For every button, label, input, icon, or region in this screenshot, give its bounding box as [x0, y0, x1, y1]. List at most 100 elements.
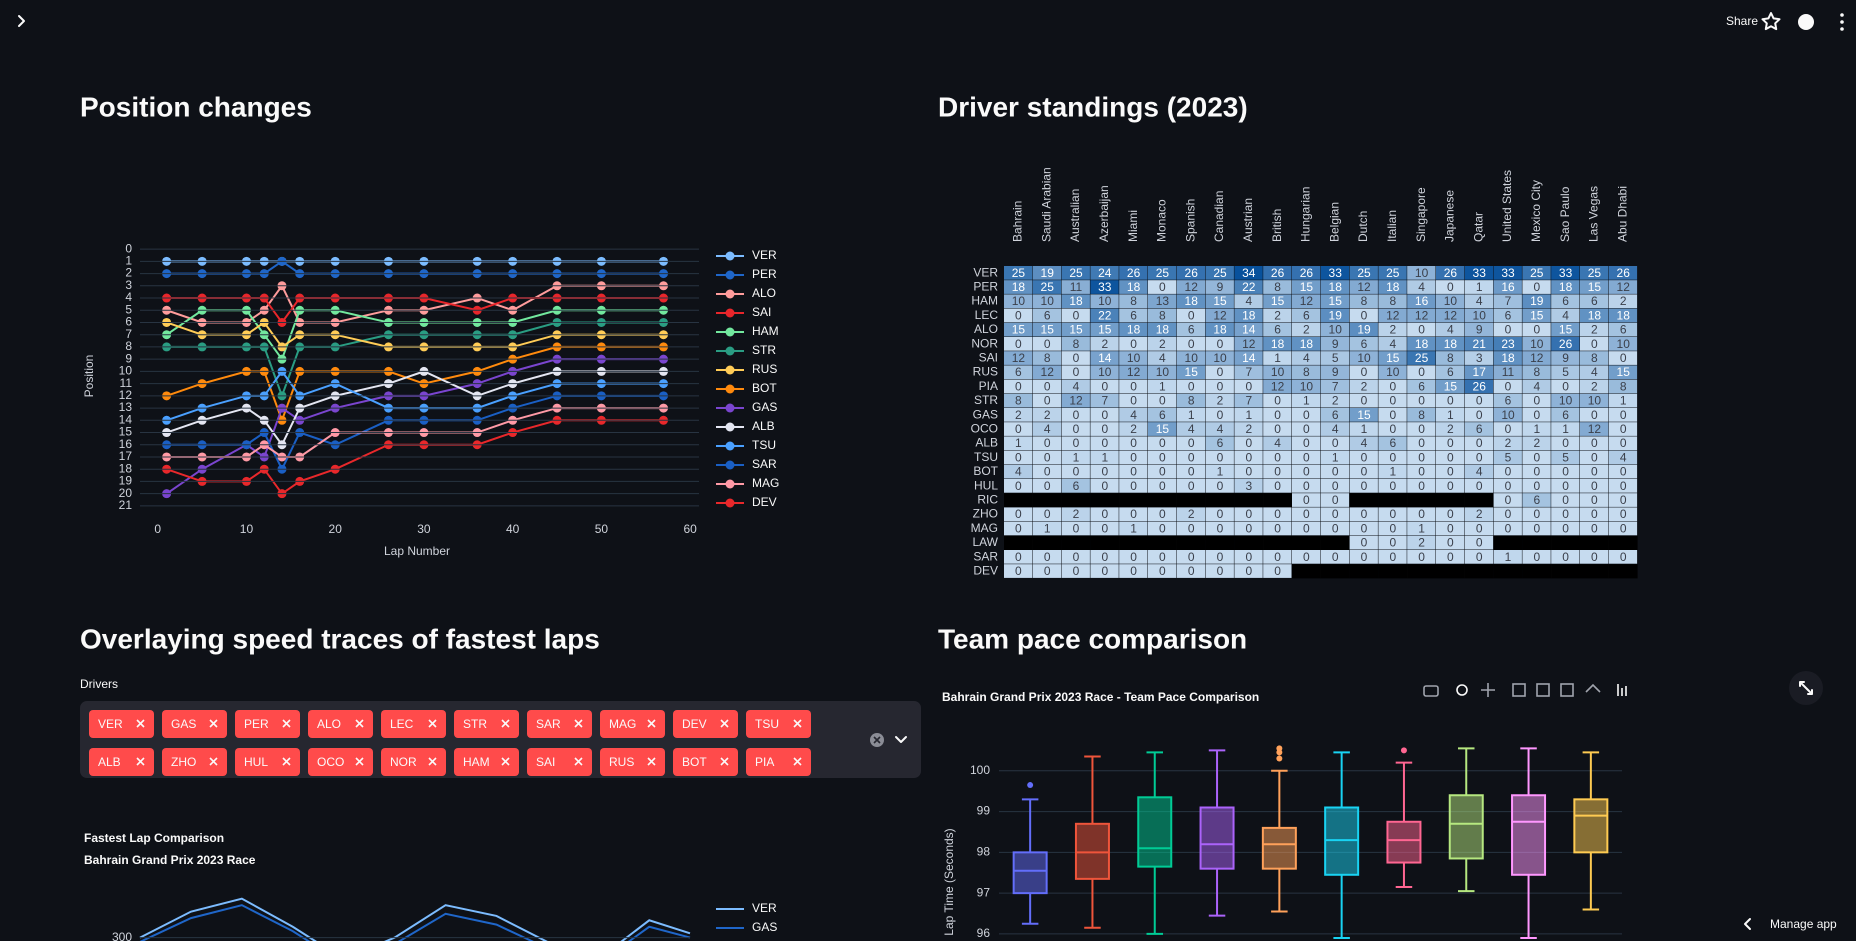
sidebar-toggle[interactable]	[18, 15, 25, 27]
zoom-out-button[interactable]	[1536, 683, 1550, 697]
chip[interactable]: RUS	[600, 748, 665, 776]
legend-marker	[725, 441, 735, 451]
github-icon[interactable]	[1798, 14, 1814, 30]
cell-label: 0	[1389, 422, 1396, 436]
cell-label: 0	[1015, 479, 1022, 493]
cell	[1263, 351, 1292, 365]
chip[interactable]: PIA	[746, 748, 811, 776]
cell-label: 6	[1620, 323, 1627, 337]
cell	[1580, 393, 1609, 408]
empty-cell	[1320, 564, 1350, 579]
cell-label: 10	[1386, 365, 1400, 379]
camera-button[interactable]	[1423, 685, 1439, 697]
cell-label: 2	[1591, 323, 1598, 337]
cell	[1464, 422, 1494, 436]
chip[interactable]: ALB	[89, 748, 154, 776]
cell-label: 14	[1242, 323, 1256, 337]
cell-label: 0	[1015, 379, 1022, 393]
cell	[1320, 479, 1350, 493]
cell-label: 0	[1130, 379, 1137, 393]
cell-label: 0	[1044, 479, 1051, 493]
cell	[1292, 550, 1321, 564]
zoom-in-button[interactable]	[1512, 683, 1526, 697]
manage-app-button[interactable]: Manage app	[1770, 917, 1837, 931]
chip[interactable]: OCO	[308, 748, 373, 776]
cell-label: 6	[1303, 308, 1310, 322]
pan-button[interactable]	[1481, 683, 1495, 697]
cell-label: 12	[1185, 280, 1199, 294]
reset-button[interactable]	[1585, 683, 1601, 693]
chip[interactable]: GAS	[162, 710, 227, 738]
empty-cell	[1608, 535, 1638, 550]
cell-label: 25	[1357, 266, 1371, 280]
chip[interactable]: ZHO	[162, 748, 227, 776]
cell-label: 0	[1332, 550, 1339, 564]
box	[1137, 796, 1173, 868]
plotly-logo[interactable]	[1617, 684, 1627, 696]
chip[interactable]: HAM	[454, 748, 519, 776]
cell-label: 7	[1245, 365, 1252, 379]
cell	[1407, 507, 1436, 522]
chip[interactable]: SAI	[527, 748, 592, 776]
cell-label: 0	[1188, 550, 1195, 564]
dropdown-arrow[interactable]	[895, 736, 907, 743]
cell-label: 0	[1303, 408, 1310, 422]
menu-icon[interactable]	[1840, 13, 1844, 31]
empty-cell	[1349, 493, 1379, 508]
chip[interactable]: LEC	[381, 710, 446, 738]
cell-label: 0	[1274, 422, 1281, 436]
cell	[1263, 436, 1292, 451]
cell	[1205, 550, 1234, 564]
cell-label: 6	[1562, 408, 1569, 422]
cell	[1522, 408, 1551, 422]
cell	[1436, 351, 1465, 365]
chip[interactable]: DEV	[673, 710, 738, 738]
cell	[1522, 464, 1551, 479]
manage-arrow[interactable]	[1744, 918, 1751, 930]
chip[interactable]: NOR	[381, 748, 446, 776]
cell	[1090, 308, 1119, 323]
chip[interactable]: ALO	[308, 710, 373, 738]
cell	[1464, 337, 1494, 351]
cell	[1551, 266, 1580, 280]
legend-label: SAR	[752, 457, 777, 471]
cell	[1148, 294, 1177, 309]
cell	[1551, 351, 1580, 365]
cell	[1119, 422, 1148, 436]
cell-label: 0	[1130, 450, 1137, 464]
cell-label: 1	[1389, 465, 1396, 479]
cell-label: 0	[1303, 521, 1310, 535]
cell	[1320, 337, 1350, 351]
chip[interactable]: HUL	[235, 748, 300, 776]
zoom-button[interactable]	[1456, 684, 1468, 696]
empty-cell	[1580, 535, 1609, 550]
cell	[1436, 436, 1465, 451]
chip[interactable]: MAG	[600, 710, 665, 738]
chip[interactable]: VER	[89, 710, 154, 738]
cell	[1090, 550, 1119, 564]
y-axis-label: Lap Time (Seconds)	[942, 828, 956, 935]
row-label: TSU	[974, 450, 998, 464]
cell-label: 3	[1476, 351, 1483, 365]
cell	[1176, 280, 1206, 294]
cell-label: 12	[1127, 365, 1141, 379]
chip[interactable]: BOT	[673, 748, 738, 776]
share-button[interactable]: Share	[1726, 14, 1758, 28]
cell-label: 0	[1361, 507, 1368, 521]
cell	[1551, 521, 1580, 536]
chip-bg	[454, 710, 519, 738]
cell	[1292, 393, 1321, 408]
autoscale-button[interactable]	[1560, 683, 1574, 697]
chip[interactable]: SAR	[527, 710, 592, 738]
cell	[1148, 351, 1177, 365]
chip[interactable]: TSU	[746, 710, 811, 738]
chip-bg	[308, 748, 373, 776]
cell-label: 0	[1533, 323, 1540, 337]
cell	[1608, 450, 1638, 465]
cell-label: 18	[1213, 323, 1227, 337]
empty-cell	[1061, 535, 1091, 550]
chip[interactable]: STR	[454, 710, 519, 738]
cell-label: 8	[1303, 365, 1310, 379]
chip[interactable]: PER	[235, 710, 300, 738]
star-icon[interactable]	[1761, 12, 1781, 31]
